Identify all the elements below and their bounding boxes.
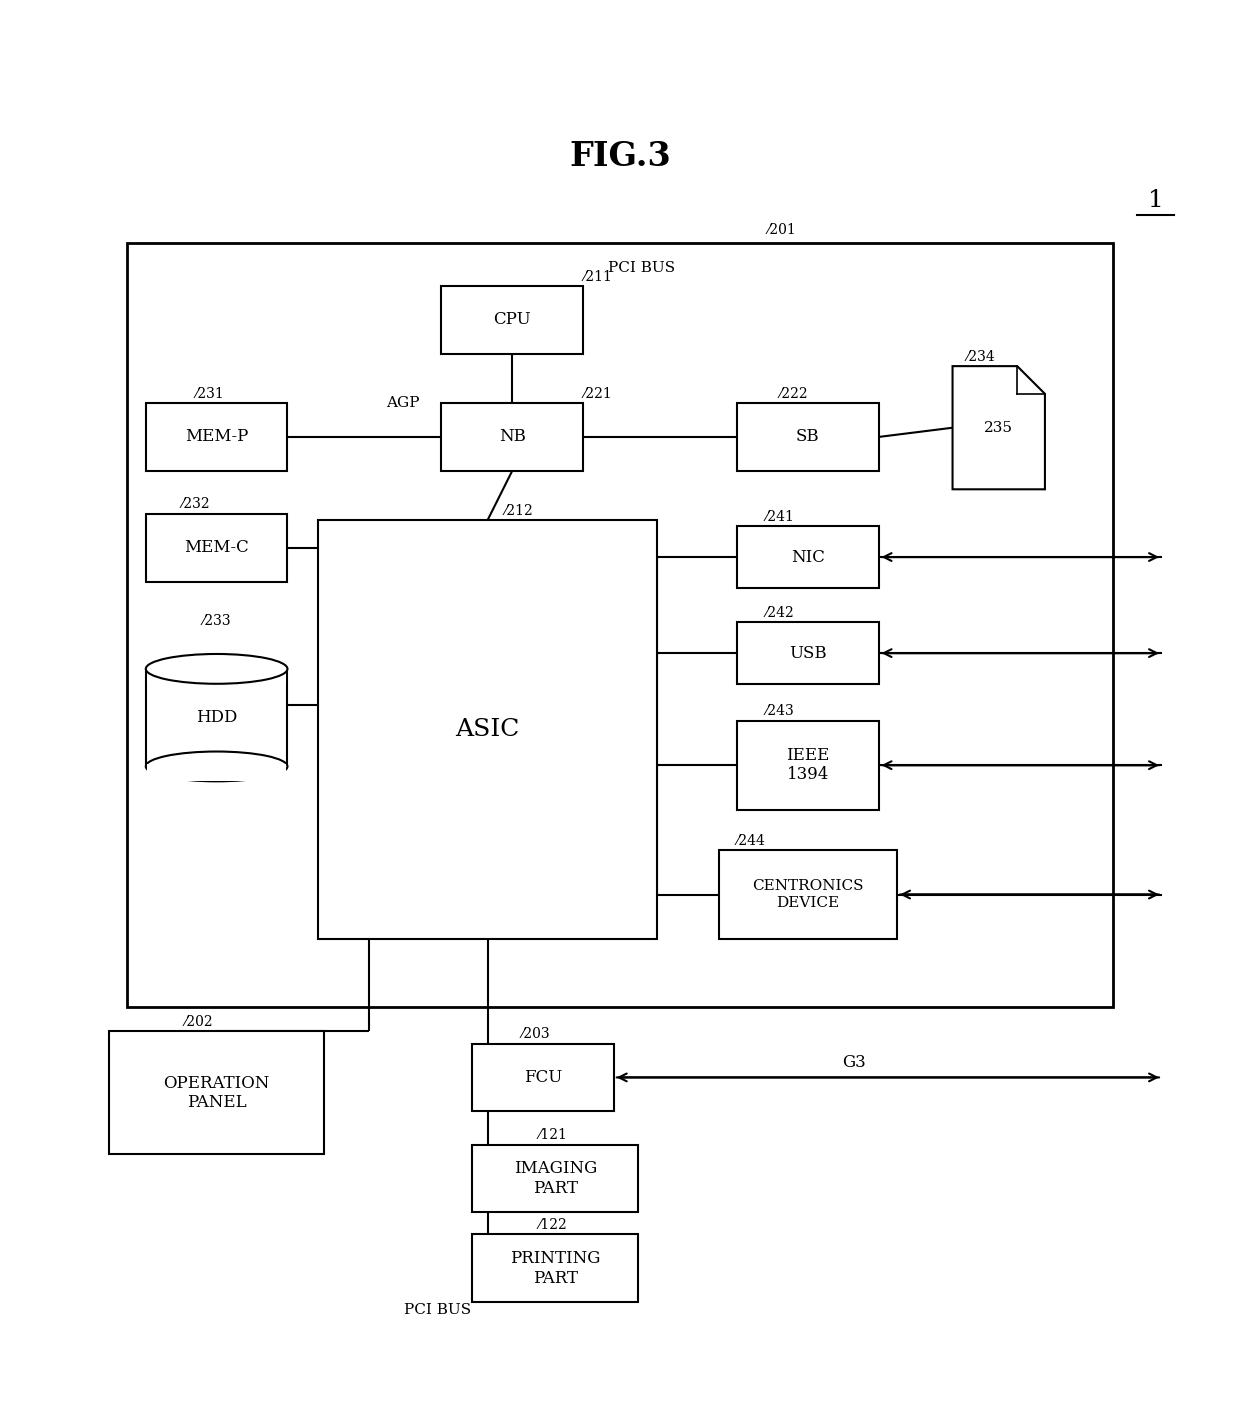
Text: AGP: AGP: [386, 397, 419, 410]
Text: 235: 235: [985, 421, 1013, 435]
Text: ⁄242: ⁄242: [765, 606, 794, 620]
Bar: [441, 402, 583, 471]
Ellipse shape: [146, 654, 288, 684]
Text: FCU: FCU: [523, 1069, 562, 1086]
Text: ⁄212: ⁄212: [505, 503, 533, 518]
Text: USB: USB: [789, 644, 827, 661]
Polygon shape: [952, 365, 1045, 489]
Bar: [319, 520, 657, 939]
Text: ⁄222: ⁄222: [780, 387, 808, 401]
Text: ⁄203: ⁄203: [522, 1027, 551, 1041]
Bar: [146, 513, 288, 582]
Text: ⁄211: ⁄211: [583, 270, 611, 283]
Text: CENTRONICS
DEVICE: CENTRONICS DEVICE: [753, 879, 863, 910]
Ellipse shape: [146, 751, 288, 781]
Text: PCI BUS: PCI BUS: [608, 260, 675, 274]
Text: ASIC: ASIC: [455, 718, 520, 741]
Text: ⁄244: ⁄244: [737, 833, 765, 848]
Text: ⁄231: ⁄231: [196, 387, 224, 401]
Bar: [441, 286, 583, 354]
Text: SB: SB: [796, 428, 820, 445]
Bar: [737, 402, 879, 471]
Text: ⁄232: ⁄232: [181, 498, 210, 512]
Bar: [128, 243, 1112, 1007]
Bar: [737, 526, 879, 587]
Text: ⁄221: ⁄221: [583, 387, 611, 401]
Text: PCI BUS: PCI BUS: [404, 1303, 471, 1317]
Text: NB: NB: [498, 428, 526, 445]
Text: IMAGING
PART: IMAGING PART: [513, 1160, 596, 1197]
Text: IEEE
1394: IEEE 1394: [786, 747, 830, 784]
Bar: [718, 850, 897, 939]
Bar: [737, 721, 879, 809]
Text: ⁄122: ⁄122: [538, 1219, 568, 1231]
Bar: [472, 1145, 639, 1213]
Bar: [146, 402, 288, 471]
Bar: [146, 668, 288, 766]
Text: FIG.3: FIG.3: [569, 141, 671, 173]
Bar: [472, 1044, 614, 1111]
Bar: [148, 764, 286, 781]
Text: ⁄234: ⁄234: [966, 350, 996, 364]
Text: CPU: CPU: [494, 311, 531, 328]
Text: ⁄201: ⁄201: [768, 223, 796, 237]
Text: OPERATION
PANEL: OPERATION PANEL: [164, 1075, 270, 1111]
Text: ⁄202: ⁄202: [185, 1015, 213, 1028]
Text: 1: 1: [1148, 189, 1163, 212]
Text: NIC: NIC: [791, 549, 825, 566]
Bar: [472, 1234, 639, 1303]
Bar: [109, 1031, 325, 1155]
Text: G3: G3: [842, 1054, 866, 1071]
Text: MEM-P: MEM-P: [185, 428, 248, 445]
Text: ⁄241: ⁄241: [765, 509, 794, 523]
Text: ⁄243: ⁄243: [765, 704, 794, 718]
Text: PRINTING
PART: PRINTING PART: [510, 1250, 600, 1287]
Text: HDD: HDD: [196, 710, 237, 727]
Text: ⁄121: ⁄121: [538, 1128, 568, 1142]
Bar: [737, 623, 879, 684]
Text: MEM-C: MEM-C: [185, 539, 249, 556]
Text: ⁄233: ⁄233: [202, 614, 231, 629]
Bar: [148, 670, 286, 685]
